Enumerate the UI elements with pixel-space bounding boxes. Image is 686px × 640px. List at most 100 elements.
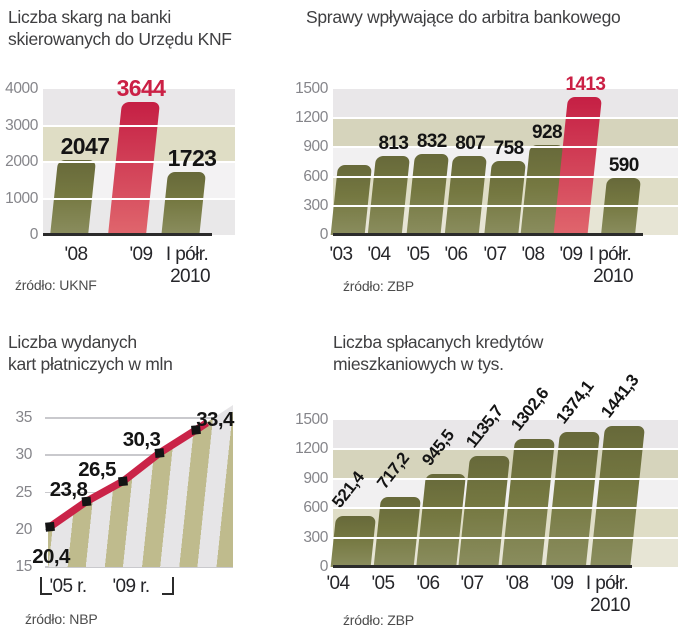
x-tick-label: '03: [329, 244, 354, 265]
bar-'04: [368, 155, 411, 235]
plot-band: [333, 537, 678, 567]
value-label: 590: [608, 154, 640, 176]
bar-I półr.: [600, 177, 641, 235]
plot-band: [333, 420, 678, 450]
gridline: [333, 117, 678, 120]
gridline: [333, 507, 678, 510]
value-label: 30,3: [122, 428, 161, 451]
value-label: 1374,1: [552, 377, 598, 428]
y-tick-label: 3000: [5, 116, 38, 134]
chart-title-loans: Liczba spłacanych kredytów mieszkaniowyc…: [333, 332, 544, 374]
value-label: 945,5: [417, 426, 458, 470]
x-axis-line: [333, 233, 643, 236]
value-label: 2047: [60, 133, 110, 160]
y-tick-label: 900: [303, 138, 328, 156]
chart-title-knf: Liczba skarg na banki skierowanych do Ur…: [8, 7, 232, 49]
data-point-marker: [118, 476, 128, 487]
gridline: [43, 197, 235, 200]
source-label-arbiter: źródło: ZBP: [343, 278, 414, 294]
bar-'07: [483, 161, 526, 235]
x-tick-label: '07: [483, 244, 508, 265]
gridline: [333, 448, 678, 451]
value-label: 26,5: [78, 458, 116, 482]
bar-'08: [50, 160, 96, 235]
x-axis-line: [43, 233, 212, 236]
plot-band: [333, 508, 678, 538]
plot-band: [333, 176, 678, 206]
bar-'06: [415, 474, 466, 567]
y-tick-label: 600: [303, 499, 328, 517]
value-label: 1413: [565, 74, 606, 96]
x-range-start-label: '05 r.: [49, 576, 88, 597]
data-point-marker: [45, 521, 55, 532]
x-tick-label-line2: 2010: [170, 266, 210, 287]
bar-I półr.: [589, 425, 645, 567]
bar-'03: [330, 164, 372, 235]
bar-I półr.: [161, 172, 206, 235]
value-label: 33,4: [196, 407, 234, 431]
y-tick-label: 300: [303, 528, 328, 546]
x-tick-label: '06: [444, 244, 469, 265]
x-range-end-label: '09 r.: [112, 576, 151, 597]
x-tick-label: '04: [367, 244, 392, 265]
bar-'08: [501, 439, 556, 567]
data-point-marker: [81, 496, 92, 507]
y-tick-label: 300: [303, 196, 328, 214]
source-label-knf: źródło: UKNF: [15, 277, 97, 293]
x-tick-label: I półr.: [585, 573, 629, 594]
y-tick-label: 1000: [5, 189, 38, 207]
bar-'06: [444, 156, 488, 235]
plot-band: [43, 198, 235, 235]
chart-title-cards: Liczba wydanych kart płatniczych w mln: [8, 332, 173, 374]
bracket-right: [162, 577, 174, 595]
y-tick-label: 0: [319, 226, 329, 243]
y-tick-label: 1500: [295, 411, 328, 428]
plot-band: [333, 205, 678, 235]
y-tick-label: 1200: [295, 109, 328, 127]
value-label: 717,2: [373, 448, 413, 493]
value-label: 1723: [167, 145, 217, 172]
y-tick-label: 1500: [295, 80, 328, 97]
source-label-loans: źródło: ZBP: [343, 612, 414, 628]
bar-'05: [406, 154, 449, 235]
x-tick-label-line2: 2010: [593, 266, 633, 287]
y-tick-label: 900: [303, 469, 328, 487]
y-tick-label: 0: [319, 558, 329, 575]
bracket-left: [40, 577, 52, 595]
y-tick-label: 4000: [5, 80, 38, 97]
y-tick-label: 1200: [295, 440, 328, 458]
value-label: 1441,3: [597, 370, 643, 422]
chart-title-arbiter: Sprawy wpływające do arbitra bankowego: [306, 7, 621, 27]
x-tick-label-line2: 2010: [590, 595, 630, 616]
y-tick-label: 2000: [5, 153, 38, 170]
y-tick-label: 600: [303, 167, 328, 185]
x-tick-label: '08: [505, 573, 530, 594]
x-tick-label: '06: [416, 573, 441, 594]
value-label: 1135,7: [462, 401, 508, 452]
data-point-marker: [191, 424, 201, 435]
y-tick-label: 20: [15, 520, 33, 538]
x-tick-label: '09: [559, 244, 584, 265]
value-label: 1302,6: [507, 384, 553, 435]
x-tick-label: '08: [521, 244, 546, 265]
source-label-cards: źródło: NBP: [25, 611, 98, 627]
y-tick-label: 35: [15, 409, 33, 426]
x-tick-label: '07: [460, 573, 485, 594]
gridline: [333, 204, 678, 207]
y-tick-label: 0: [29, 226, 39, 243]
bar-'04: [330, 515, 376, 567]
x-axis-line: [333, 565, 632, 568]
value-label: 20,4: [32, 544, 70, 568]
x-tick-label: '04: [326, 573, 351, 594]
x-tick-label: '08: [64, 244, 89, 265]
gridline: [43, 124, 235, 127]
x-tick-label: I półr.: [165, 244, 209, 265]
bar-'07: [458, 455, 511, 567]
y-tick-label: 25: [15, 483, 33, 501]
x-tick-label: '05: [371, 573, 396, 594]
x-tick-label: '09: [129, 244, 154, 265]
bar-'05: [373, 496, 421, 567]
x-tick-label: '05: [406, 244, 431, 265]
value-label: 521,4: [328, 468, 368, 512]
